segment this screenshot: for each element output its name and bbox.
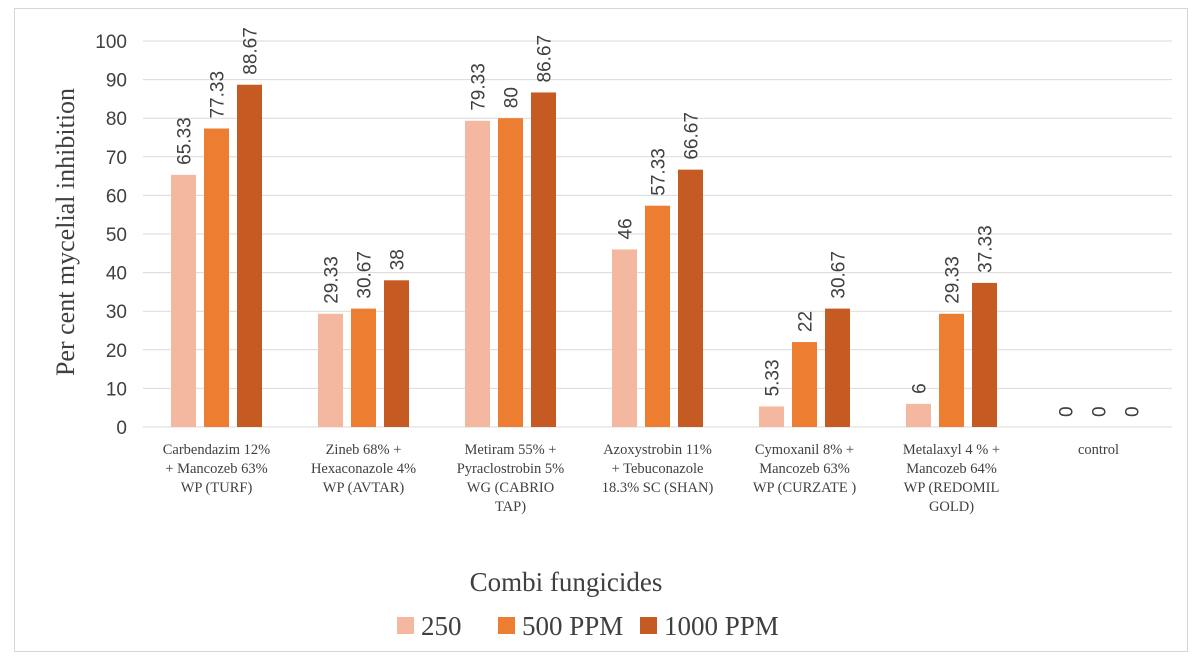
bar <box>939 313 964 427</box>
chart-frame <box>14 8 1188 652</box>
data-label: 80 <box>502 87 523 108</box>
bar <box>351 308 376 427</box>
legend-label: 500 PPM <box>522 611 623 641</box>
data-label: 0 <box>1123 406 1144 417</box>
bar <box>171 174 196 427</box>
legend-label: 250 <box>421 611 462 641</box>
bar <box>318 313 343 427</box>
x-category-line: Mancozeb 64% <box>906 461 997 477</box>
x-category-line: WP (REDOMIL <box>904 480 1000 496</box>
x-category-line: WG (CABRIO <box>467 480 554 496</box>
bar <box>612 249 637 427</box>
data-label: 38 <box>388 249 409 270</box>
legend-swatch <box>397 617 414 634</box>
y-axis-ticks: 0 10 20 30 40 50 60 70 80 90 100 <box>95 32 127 439</box>
bar <box>645 205 670 427</box>
data-label: 22 <box>796 311 817 332</box>
x-category-label: Metalaxyl 4 % + Mancozeb 64% WP (REDOMIL GO… <box>903 442 1000 515</box>
y-tick-label: 10 <box>106 379 127 400</box>
bar <box>498 118 523 427</box>
x-category-line: Cymoxanil 8% + <box>755 442 854 458</box>
gridlines <box>143 40 1172 428</box>
x-category-line: WP (TURF) <box>181 480 253 496</box>
x-category-line: 18.3% SC (SHAN) <box>602 480 714 496</box>
y-tick-label: 50 <box>106 225 127 246</box>
legend-swatch <box>640 617 657 634</box>
x-category-line: Hexaconazole 4% <box>311 461 416 477</box>
x-category-line: Pyraclostrobin 5% <box>457 461 565 477</box>
x-category-line: + Mancozeb 63% <box>165 461 267 477</box>
data-label: 88.67 <box>241 27 262 75</box>
x-category-line: TAP) <box>495 499 526 515</box>
data-label: 5.33 <box>763 359 784 396</box>
data-label: 86.67 <box>535 35 556 83</box>
x-category-label: Zineb 68% + Hexaconazole 4% WP (AVTAR) <box>311 442 416 496</box>
data-label: 46 <box>616 218 637 239</box>
x-category-line: Mancozeb 63% <box>759 461 850 477</box>
data-label: 79.33 <box>469 63 490 111</box>
data-label: 65.33 <box>175 117 196 165</box>
bars <box>171 84 997 428</box>
bar <box>759 406 784 427</box>
y-tick-label: 0 <box>116 418 127 439</box>
bar <box>465 120 490 428</box>
y-tick-label: 30 <box>106 302 127 323</box>
x-category-line: Zineb 68% + <box>326 442 402 458</box>
x-category-label: Carbendazim 12% + Mancozeb 63% WP (TURF) <box>163 442 271 496</box>
bar <box>237 84 262 428</box>
data-label: 29.33 <box>943 256 964 304</box>
x-category-line: + Tebuconazole <box>612 461 704 477</box>
y-tick-label: 80 <box>106 109 127 130</box>
data-label: 6 <box>910 383 931 394</box>
y-tick-label: 40 <box>106 264 127 285</box>
data-label: 0 <box>1090 406 1111 417</box>
x-category-line: Metalaxyl 4 % + <box>903 442 1000 458</box>
bar <box>384 280 409 427</box>
data-label: 0 <box>1057 406 1078 417</box>
bar <box>678 169 703 427</box>
y-axis-title: Per cent mycelial inhibition <box>51 88 80 376</box>
x-category-line: Carbendazim 12% <box>163 442 271 458</box>
x-category-line: Metiram 55% + <box>465 442 557 458</box>
y-tick-label: 20 <box>106 341 127 362</box>
x-category-label: Azoxystrobin 11% + Tebuconazole 18.3% SC (… <box>602 442 714 496</box>
y-tick-label: 60 <box>106 186 127 207</box>
data-label: 30.67 <box>355 251 376 299</box>
x-axis-title: Combi fungicides <box>470 567 663 597</box>
x-category-line: WP (AVTAR) <box>323 480 405 496</box>
bar <box>906 403 931 427</box>
data-label: 37.33 <box>976 225 997 273</box>
bar <box>972 282 997 427</box>
x-category-line: control <box>1078 442 1119 458</box>
x-category-line: WP (CURZATE ) <box>753 480 857 496</box>
data-label: 57.33 <box>649 148 670 196</box>
x-category-line: Azoxystrobin 11% <box>603 442 712 458</box>
data-label: 29.33 <box>322 256 343 304</box>
x-category-label: Metiram 55% + Pyraclostrobin 5% WG (CABRIO… <box>457 442 565 515</box>
bar <box>825 308 850 427</box>
x-category-line: GOLD) <box>929 499 974 515</box>
bar <box>531 92 556 427</box>
y-tick-label: 70 <box>106 148 127 169</box>
y-tick-label: 90 <box>106 71 127 92</box>
legend-label: 1000 PPM <box>664 611 779 641</box>
x-category-label: control <box>1078 442 1119 458</box>
legend: 250 500 PPM 1000 PPM <box>397 611 779 641</box>
legend-swatch <box>498 617 515 634</box>
x-category-label: Cymoxanil 8% + Mancozeb 63% WP (CURZATE ) <box>753 442 857 496</box>
bar <box>792 342 817 427</box>
data-label: 66.67 <box>682 112 703 160</box>
x-axis-categories: Carbendazim 12% + Mancozeb 63% WP (TURF) Zi… <box>163 442 1119 515</box>
bar <box>204 128 229 427</box>
data-label: 30.67 <box>829 251 850 299</box>
y-tick-label: 100 <box>95 32 127 53</box>
data-label: 77.33 <box>208 71 229 119</box>
